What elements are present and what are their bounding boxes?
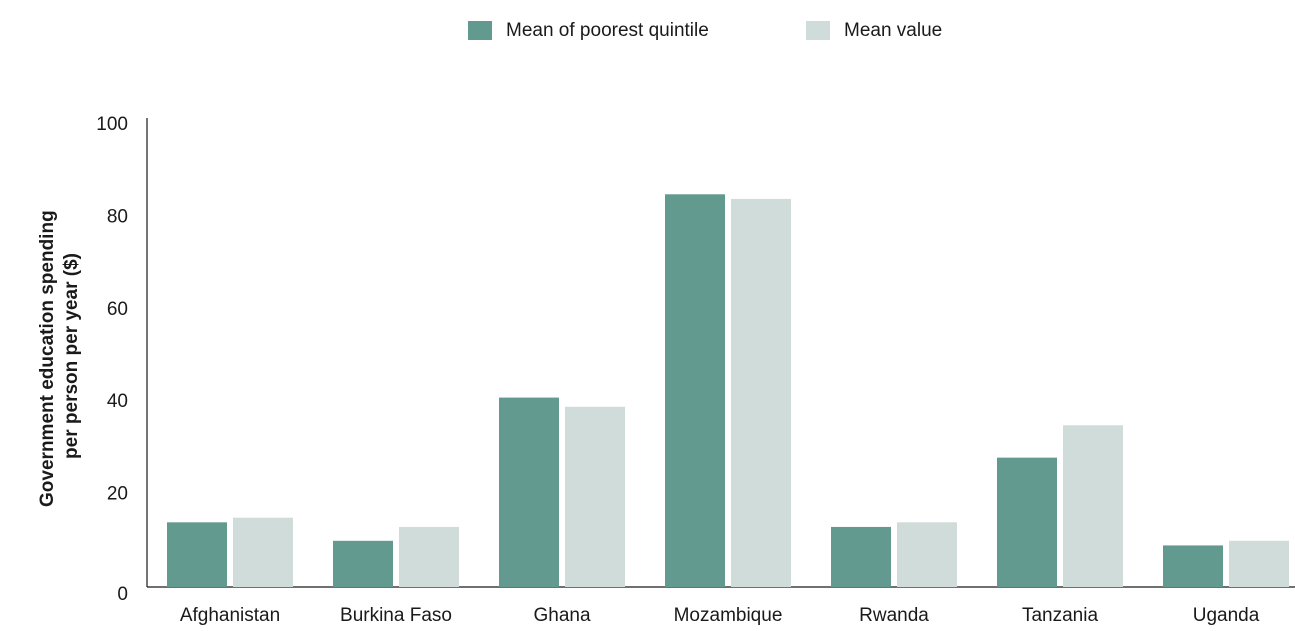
legend-label: Mean value [844,20,942,41]
legend-swatch [806,21,830,40]
bar [499,397,559,587]
bar [167,522,227,587]
y-tick-label: 40 [107,391,128,412]
bar [233,517,293,587]
bar [831,526,891,587]
x-tick-label: Burkina Faso [340,605,452,626]
bar [333,540,393,587]
y-tick-label: 0 [117,584,128,605]
y-axis-title-line: Government education spending [37,210,58,507]
x-tick-label: Uganda [1193,605,1260,626]
bar [565,406,625,587]
x-tick-label: Tanzania [1022,605,1098,626]
bar [997,457,1057,587]
y-tick-label: 80 [107,206,128,227]
bar [665,194,725,588]
y-axis-title-line: per person per year ($) [61,253,82,459]
bar [1163,545,1223,587]
bar [897,522,957,587]
y-tick-label: 20 [107,484,128,505]
y-tick-label: 60 [107,299,128,320]
y-axis-title: Government education spending per person… [37,205,82,507]
x-tick-label: Afghanistan [180,605,280,626]
x-tick-label: Ghana [533,605,590,626]
bar [731,198,791,588]
bar [399,526,459,587]
x-tick-label: Mozambique [674,605,783,626]
legend-label: Mean of poorest quintile [506,20,709,41]
x-tick-label: Rwanda [859,605,929,626]
legend-swatch [468,21,492,40]
y-tick-label: 100 [96,114,128,135]
bar [1229,540,1289,587]
bar [1063,425,1123,587]
